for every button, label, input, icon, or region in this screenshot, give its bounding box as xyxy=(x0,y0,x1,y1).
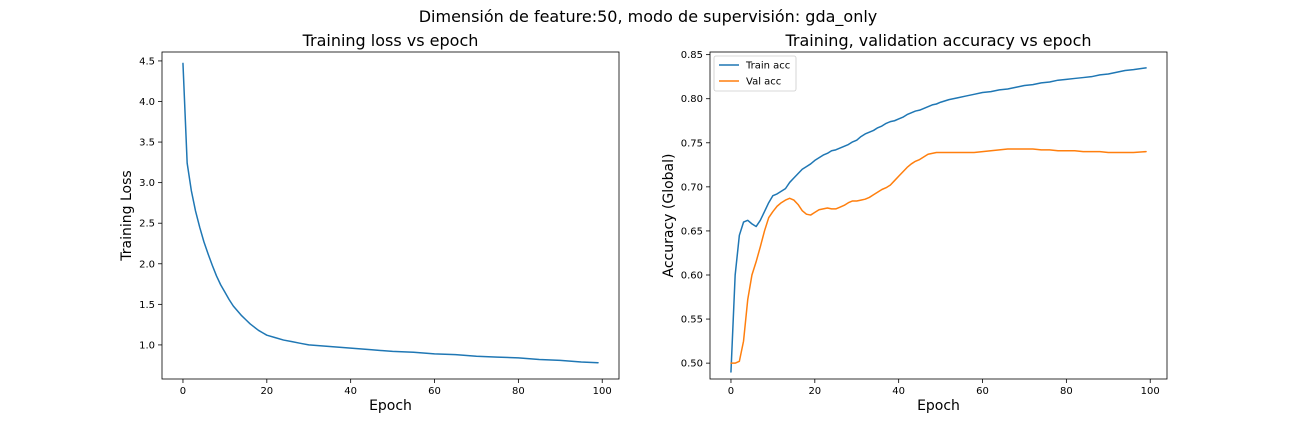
loss-ytick-label: 1.5 xyxy=(139,300,155,311)
accuracy-ytick-label: 0.65 xyxy=(681,226,703,237)
loss-plot: Training loss vs epoch 0 20 40 60 80 100 1.0 1.… xyxy=(119,31,620,414)
loss-ylabel: Training Loss xyxy=(119,170,135,261)
accuracy-xtick-label: 80 xyxy=(1060,386,1073,397)
accuracy-plot-axes: 0 20 40 60 80 100 0.50 0.55 0.60 0.65 0.70 0.75 0.80… xyxy=(681,50,1160,397)
legend-label-train: Train acc xyxy=(745,61,790,72)
loss-ytick-label: 2.5 xyxy=(139,219,155,230)
loss-xtick-label: 100 xyxy=(593,386,612,397)
accuracy-xtick-label: 60 xyxy=(976,386,989,397)
accuracy-ytick-label: 0.50 xyxy=(681,359,703,370)
accuracy-ytick-label: 0.80 xyxy=(681,94,703,105)
accuracy-xtick-label: 0 xyxy=(728,386,734,397)
accuracy-legend: Train acc Val acc xyxy=(713,55,797,92)
loss-ytick-label: 2.0 xyxy=(139,259,155,270)
loss-line-series-0 xyxy=(182,62,599,364)
accuracy-ytick-label: 0.70 xyxy=(681,182,703,193)
loss-plot-frame xyxy=(161,51,620,380)
accuracy-ytick-label: 0.85 xyxy=(681,50,703,61)
accuracy-xtick-label: 100 xyxy=(1141,386,1160,397)
loss-xtick-label: 20 xyxy=(260,386,273,397)
loss-ytick-label: 1.0 xyxy=(139,340,155,351)
loss-xtick-label: 60 xyxy=(428,386,441,397)
accuracy-line-train-acc xyxy=(730,67,1147,373)
loss-plot-axes: 0 20 40 60 80 100 1.0 1.5 2.0 2.5 3.0 3.5 4.0 4.5 xyxy=(139,56,612,397)
loss-ytick-label: 4.5 xyxy=(139,56,155,67)
loss-xtick-label: 40 xyxy=(344,386,357,397)
loss-plot-area xyxy=(182,62,599,364)
loss-xtick-label: 0 xyxy=(180,386,186,397)
accuracy-line-val-acc xyxy=(730,148,1147,364)
accuracy-ytick-label: 0.75 xyxy=(681,138,703,149)
figure-suptitle: Dimensión de feature:50, modo de supervi… xyxy=(419,7,878,27)
loss-plot-title: Training loss vs epoch xyxy=(302,31,479,50)
accuracy-xtick-label: 40 xyxy=(892,386,905,397)
accuracy-ylabel: Accuracy (Global) xyxy=(661,154,677,278)
loss-ytick-label: 4.0 xyxy=(139,97,155,108)
loss-ytick-label: 3.0 xyxy=(139,178,155,189)
accuracy-plot-area xyxy=(730,67,1147,373)
accuracy-plot: Training, validation accuracy vs epoch 0… xyxy=(661,31,1168,414)
accuracy-xtick-label: 20 xyxy=(808,386,821,397)
accuracy-plot-title: Training, validation accuracy vs epoch xyxy=(784,31,1091,50)
loss-ytick-label: 3.5 xyxy=(139,138,155,149)
loss-xtick-label: 80 xyxy=(512,386,525,397)
accuracy-plot-frame xyxy=(709,51,1168,380)
accuracy-ytick-label: 0.55 xyxy=(681,315,703,326)
loss-xlabel: Epoch xyxy=(369,398,412,414)
legend-label-val: Val acc xyxy=(746,77,781,88)
accuracy-ytick-label: 0.60 xyxy=(681,270,703,281)
accuracy-xlabel: Epoch xyxy=(917,398,960,414)
